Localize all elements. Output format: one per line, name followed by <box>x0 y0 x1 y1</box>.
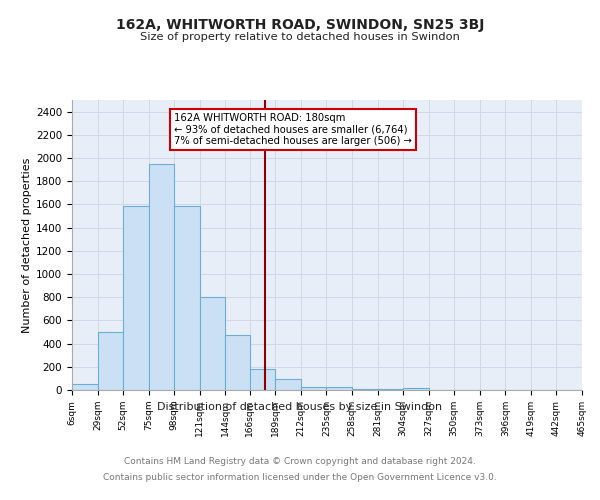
Bar <box>72 384 98 390</box>
Bar <box>98 332 123 390</box>
Y-axis label: Number of detached properties: Number of detached properties <box>22 158 32 332</box>
Bar <box>149 164 174 390</box>
Bar <box>301 386 326 390</box>
Bar <box>403 388 428 390</box>
Bar <box>123 206 149 390</box>
Bar <box>226 335 250 390</box>
Text: Size of property relative to detached houses in Swindon: Size of property relative to detached ho… <box>140 32 460 42</box>
Text: Distribution of detached houses by size in Swindon: Distribution of detached houses by size … <box>157 402 443 412</box>
Bar <box>275 379 301 390</box>
Bar <box>326 387 352 390</box>
Bar <box>200 297 226 390</box>
Text: 162A, WHITWORTH ROAD, SWINDON, SN25 3BJ: 162A, WHITWORTH ROAD, SWINDON, SN25 3BJ <box>116 18 484 32</box>
Text: Contains HM Land Registry data © Crown copyright and database right 2024.: Contains HM Land Registry data © Crown c… <box>124 458 476 466</box>
Bar <box>174 206 200 390</box>
Bar <box>250 368 275 390</box>
Text: Contains public sector information licensed under the Open Government Licence v3: Contains public sector information licen… <box>103 472 497 482</box>
Text: 162A WHITWORTH ROAD: 180sqm
← 93% of detached houses are smaller (6,764)
7% of s: 162A WHITWORTH ROAD: 180sqm ← 93% of det… <box>174 113 412 146</box>
